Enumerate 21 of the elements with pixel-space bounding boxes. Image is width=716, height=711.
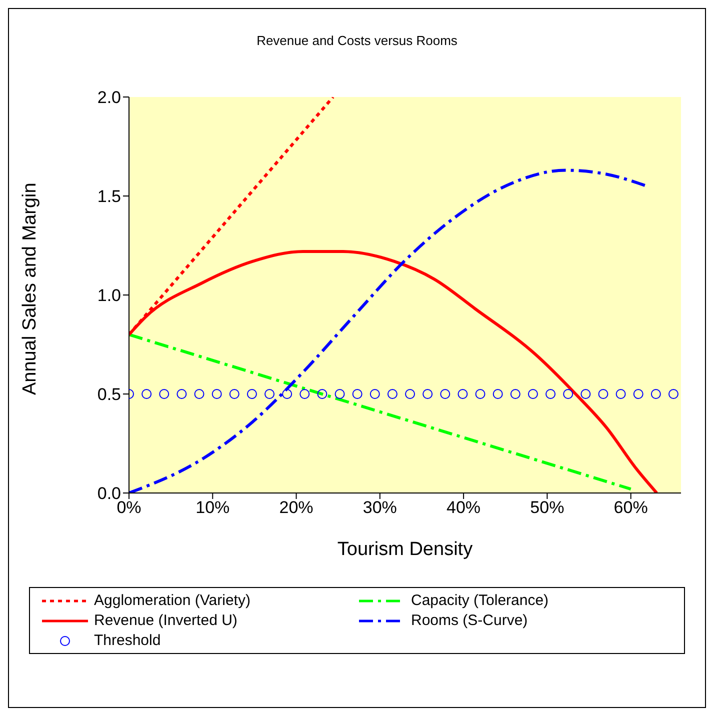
legend-label: Agglomeration (Variety) — [94, 592, 250, 609]
legend-label: Threshold — [94, 632, 161, 649]
x-tick-label: 0% — [116, 498, 142, 518]
x-tick-label: 20% — [279, 498, 314, 518]
x-axis-title: Tourism Density — [337, 539, 474, 560]
legend-label: Capacity (Tolerance) — [411, 592, 549, 609]
x-tick-label: 50% — [530, 498, 564, 518]
y-tick-label: 0.5 — [97, 385, 121, 404]
x-tick-label: 40% — [446, 498, 481, 518]
y-tick-label: 1.0 — [97, 286, 121, 306]
chart-title: Revenue and Costs versus Rooms — [256, 32, 458, 50]
legend-label: Revenue (Inverted U) — [94, 612, 238, 629]
y-axis-title: Annual Sales and Margin — [20, 182, 41, 395]
y-tick-label: 1.5 — [97, 187, 121, 206]
x-tick-label: 30% — [362, 498, 397, 518]
legend-label: Rooms (S-Curve) — [411, 612, 528, 629]
line-series — [129, 333, 632, 491]
y-tick-label: 2.0 — [97, 88, 121, 108]
x-tick-label: 60% — [614, 498, 648, 518]
x-tick-label: 10% — [196, 498, 230, 518]
line-series — [129, 168, 648, 493]
